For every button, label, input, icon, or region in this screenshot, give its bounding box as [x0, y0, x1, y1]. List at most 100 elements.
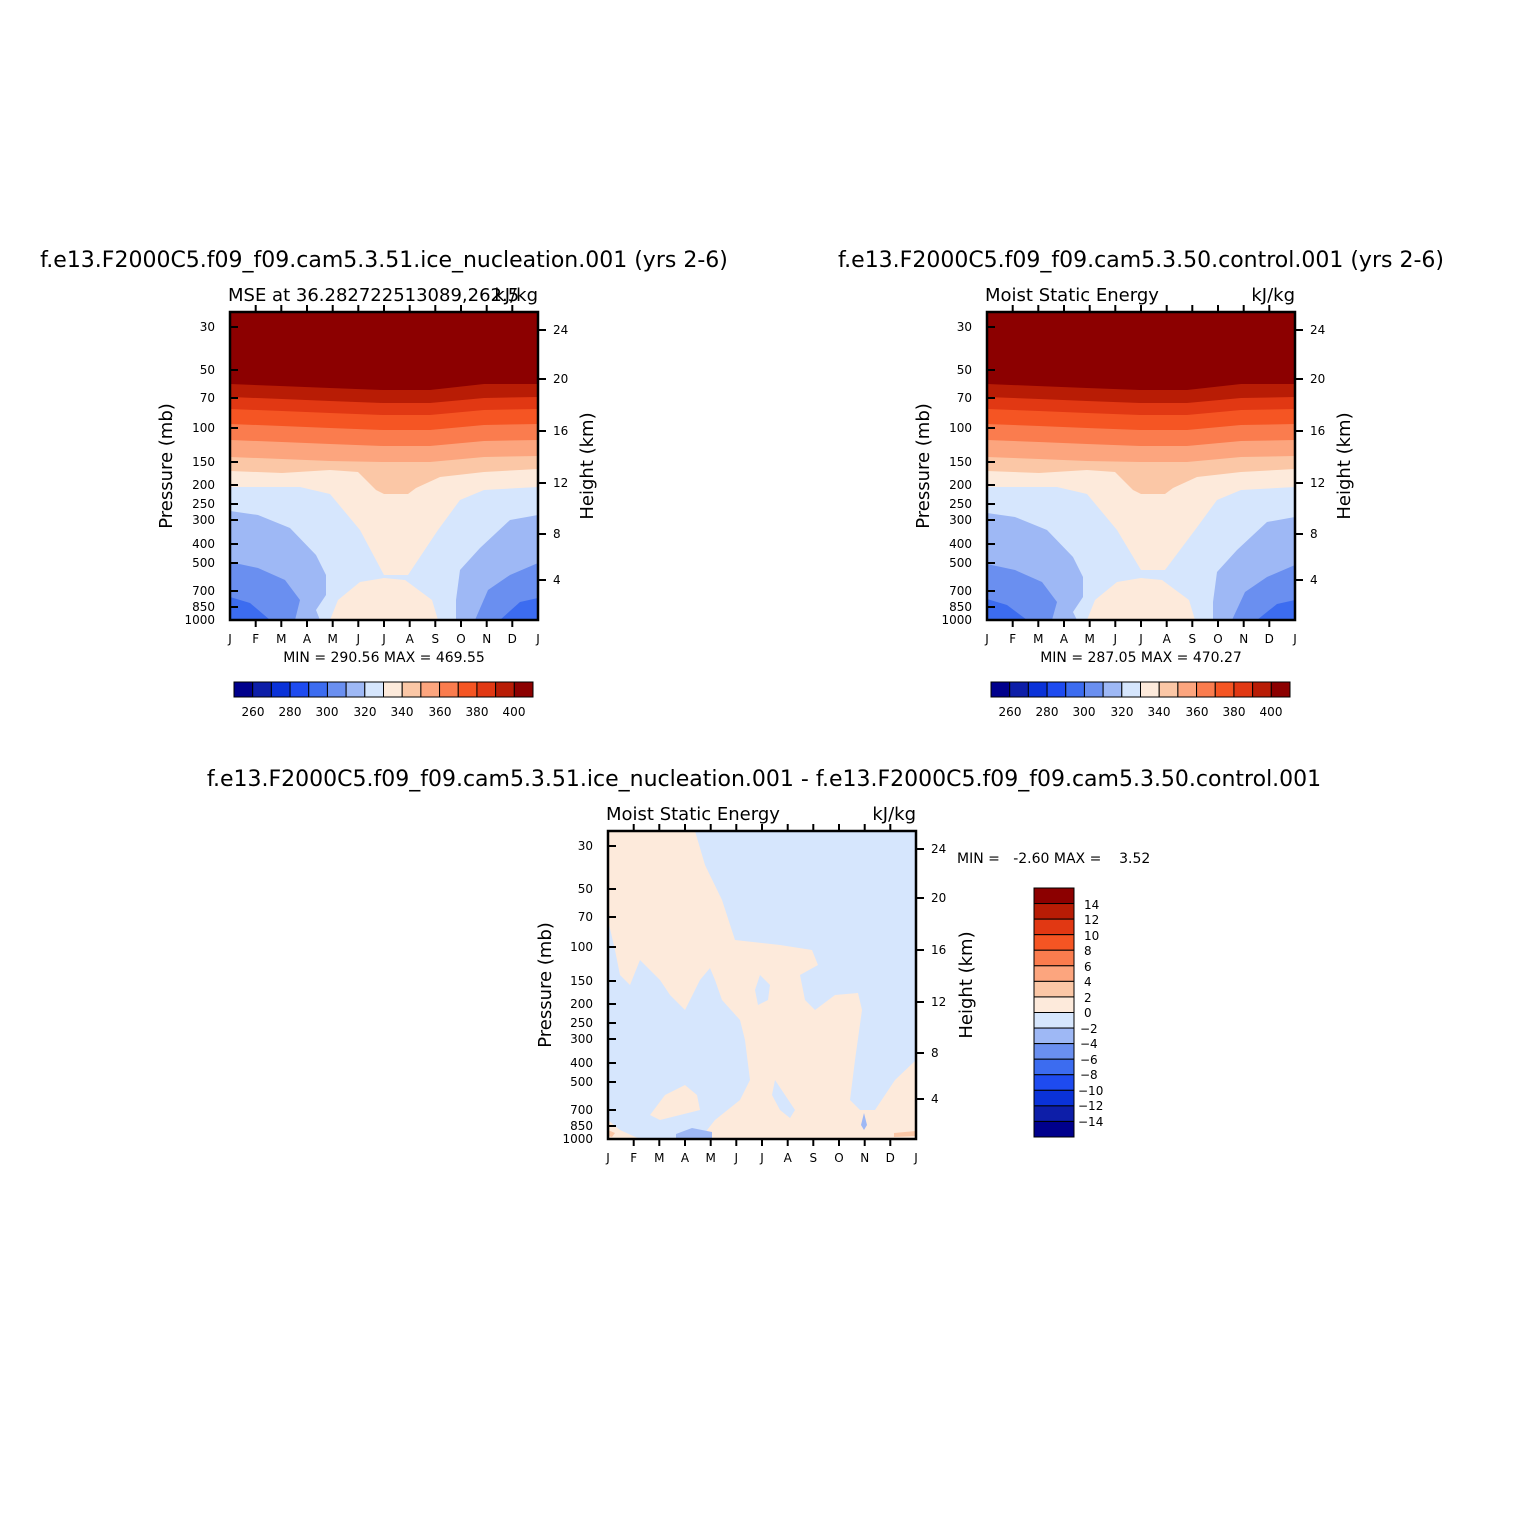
panel2-colorbar-labels: 260 280 300 320 340 360 380 400	[999, 705, 1283, 719]
pressure-tick: 700	[192, 584, 215, 598]
colorbar-label: 280	[279, 705, 302, 719]
height-tick: 16	[553, 424, 568, 438]
panel2-colorbar: 260 280 300 320 340 360 380 400	[990, 681, 1291, 719]
colorbar-box	[1009, 681, 1029, 698]
month-tick: J	[381, 632, 386, 646]
colorbar-label: 280	[1036, 705, 1059, 719]
month-tick: J	[1138, 632, 1143, 646]
height-tick: 12	[553, 476, 568, 490]
colorbar-box	[1033, 903, 1075, 920]
colorbar-label: 320	[354, 705, 377, 719]
colorbar-box	[1033, 1012, 1075, 1029]
colorbar-box	[345, 681, 366, 698]
month-tick: O	[834, 1151, 843, 1165]
panel1-y2-axis-label: Height (km)	[577, 412, 598, 519]
colorbar-box	[1033, 934, 1075, 951]
colorbar-label: 6	[1084, 960, 1092, 974]
pressure-tick: 200	[570, 997, 593, 1011]
month-tick: S	[431, 632, 439, 646]
pressure-tick: 500	[570, 1075, 593, 1089]
pressure-tick: 700	[949, 584, 972, 598]
pressure-tick: 500	[192, 556, 215, 570]
panel-ice-nucleation: f.e13.F2000C5.f09_f09.cam5.3.51.ice_nucl…	[40, 248, 728, 719]
pressure-tick: 100	[192, 421, 215, 435]
colorbar-label: 300	[316, 705, 339, 719]
month-tick: M	[328, 632, 338, 646]
pressure-tick: 1000	[184, 613, 215, 627]
height-tick: 4	[553, 573, 561, 587]
month-tick: J	[1292, 632, 1297, 646]
month-tick: A	[1060, 632, 1069, 646]
month-tick: D	[886, 1151, 895, 1165]
panel2-month-ticks: J F M A M J J A S O N D J	[984, 632, 1297, 646]
panel2-y-axis-label: Pressure (mb)	[913, 403, 934, 529]
pressure-tick: 200	[192, 478, 215, 492]
month-tick: A	[681, 1151, 690, 1165]
colorbar-box	[1033, 887, 1075, 905]
pressure-tick: 250	[570, 1016, 593, 1030]
pressure-tick: 30	[578, 839, 593, 853]
panel1-height-ticks: 24 20 16 12 8 4	[553, 323, 568, 587]
panel2-case-title: f.e13.F2000C5.f09_f09.cam5.3.50.control.…	[838, 248, 1444, 273]
colorbar-box	[270, 681, 291, 698]
pressure-tick: 70	[957, 391, 972, 405]
colorbar-box	[1140, 681, 1160, 698]
colorbar-box	[401, 681, 422, 698]
colorbar-box	[308, 681, 328, 698]
panel1-case-title: f.e13.F2000C5.f09_f09.cam5.3.51.ice_nucl…	[40, 248, 728, 273]
panel3-y-axis-label: Pressure (mb)	[535, 922, 556, 1048]
colorbar-label: 340	[1148, 705, 1171, 719]
height-tick: 24	[1310, 323, 1325, 337]
colorbar-box	[1033, 980, 1075, 998]
colorbar-box	[1033, 1089, 1075, 1107]
colorbar-label: 380	[1223, 705, 1246, 719]
month-tick: J	[759, 1151, 764, 1165]
pressure-tick: 100	[949, 421, 972, 435]
month-tick: F	[252, 632, 259, 646]
panel3-min-max: MIN = -2.60 MAX = 3.52	[957, 851, 1150, 867]
panel3-colorbar-labels: 14 12 10 8 6 4 2 0 −2 −4 −6 −8 −10 −12 −…	[1078, 898, 1103, 1129]
panel1-units-label: kJ/kg	[494, 285, 538, 306]
colorbar-box	[476, 681, 497, 698]
colorbar-box	[252, 681, 272, 698]
panel1-y-axis-label: Pressure (mb)	[156, 403, 177, 529]
colorbar-box	[1046, 681, 1067, 698]
month-tick: M	[1033, 632, 1043, 646]
height-tick: 20	[931, 891, 946, 905]
month-tick: S	[1188, 632, 1196, 646]
colorbar-label: −4	[1080, 1037, 1098, 1051]
colorbar-box	[1033, 949, 1075, 967]
pressure-tick: 150	[570, 974, 593, 988]
colorbar-box	[1083, 681, 1104, 698]
pressure-tick: 1000	[941, 613, 972, 627]
colorbar-label: 260	[242, 705, 265, 719]
colorbar-box	[1033, 965, 1075, 982]
panel3-pressure-ticks: 30 50 70 100 150 200 250 300 400 500 700…	[562, 839, 593, 1146]
pressure-tick: 400	[570, 1056, 593, 1070]
height-tick: 24	[931, 842, 946, 856]
month-tick: D	[1265, 632, 1274, 646]
panel3-plot-area	[606, 824, 924, 1146]
height-tick: 12	[1310, 476, 1325, 490]
panel1-plot-area	[228, 305, 546, 627]
height-tick: 16	[1310, 424, 1325, 438]
panel2-pressure-ticks: 30 50 70 100 150 200 250 300 400 500 700…	[941, 320, 972, 627]
height-tick: 20	[1310, 372, 1325, 386]
pressure-tick: 250	[192, 497, 215, 511]
colorbar-label: 10	[1084, 929, 1099, 943]
colorbar-label: 4	[1084, 975, 1092, 989]
colorbar-label: −8	[1080, 1068, 1098, 1082]
pressure-tick: 50	[957, 363, 972, 377]
height-tick: 16	[931, 943, 946, 957]
colorbar-box	[1252, 681, 1272, 698]
colorbar-box	[1033, 1105, 1075, 1122]
pressure-tick: 100	[570, 940, 593, 954]
panel2-units-label: kJ/kg	[1251, 285, 1295, 306]
height-tick: 8	[553, 527, 561, 541]
height-tick: 8	[1310, 527, 1318, 541]
colorbar-box	[383, 681, 403, 698]
colorbar-box	[1065, 681, 1085, 698]
month-tick: N	[1239, 632, 1248, 646]
colorbar-box	[1033, 996, 1075, 1013]
colorbar-box	[1214, 681, 1235, 698]
